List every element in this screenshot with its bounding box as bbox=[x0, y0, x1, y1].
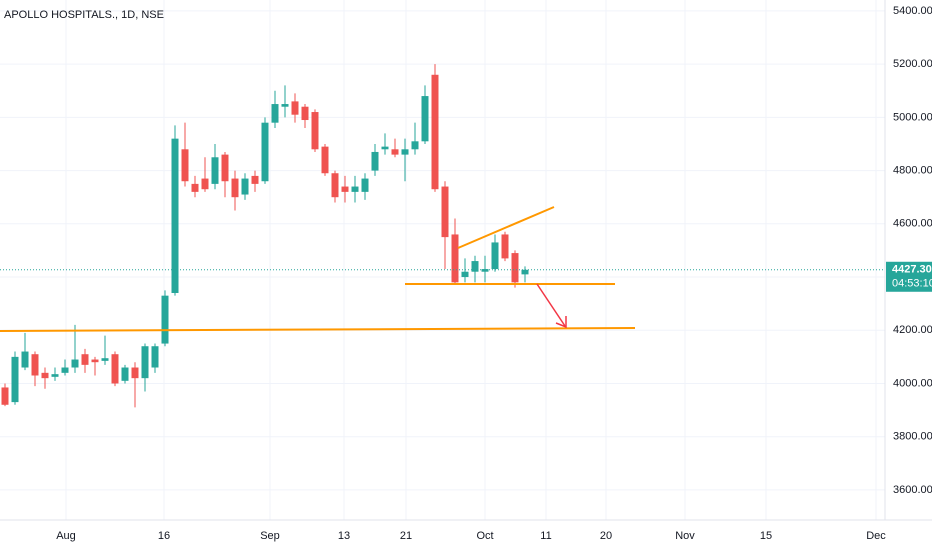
x-tick-label: 16 bbox=[158, 530, 170, 542]
candle-body bbox=[11, 356, 19, 403]
candle-body bbox=[331, 173, 339, 198]
candle-body bbox=[221, 154, 229, 182]
x-tick-label: 11 bbox=[540, 530, 551, 542]
candle-body bbox=[291, 101, 299, 115]
candle-body bbox=[1, 387, 9, 405]
candle-body bbox=[211, 157, 219, 184]
x-tick-label: Oct bbox=[476, 530, 493, 542]
y-tick-label: 3600.00 bbox=[893, 484, 932, 496]
candle-body bbox=[441, 186, 449, 238]
x-tick-label: 15 bbox=[760, 530, 772, 542]
candle-body bbox=[471, 261, 479, 272]
candle-body bbox=[111, 354, 119, 384]
candle-body bbox=[371, 151, 379, 171]
candle-body bbox=[181, 149, 189, 182]
candle-body bbox=[351, 186, 359, 192]
candle-body bbox=[271, 104, 279, 123]
x-tick-label: Nov bbox=[675, 530, 695, 542]
candle-body bbox=[431, 74, 439, 190]
candle-body bbox=[321, 146, 329, 174]
x-tick-label: Dec bbox=[866, 530, 886, 542]
candle-body bbox=[401, 149, 409, 155]
last-price-label: 4427.30 bbox=[892, 264, 932, 276]
candles bbox=[0, 64, 885, 408]
y-tick-label: 4600.00 bbox=[893, 218, 932, 230]
candle-body bbox=[161, 295, 169, 344]
candle-body bbox=[151, 346, 159, 368]
candle-body bbox=[91, 359, 99, 363]
candle-body bbox=[511, 253, 519, 283]
last-price-box bbox=[886, 261, 932, 292]
y-tick-label: 5400.00 bbox=[893, 5, 932, 17]
candle-body bbox=[41, 372, 49, 379]
arrow bbox=[536, 283, 566, 327]
candle-body bbox=[21, 351, 29, 368]
trend-line bbox=[457, 206, 555, 249]
candle-body bbox=[101, 358, 109, 361]
x-tick-label: 20 bbox=[600, 530, 612, 542]
arrow-head bbox=[555, 316, 567, 329]
grid bbox=[0, 0, 885, 520]
y-tick-label: 5000.00 bbox=[893, 111, 932, 123]
candle-body bbox=[231, 178, 239, 198]
labels: 3600.003800.004000.004200.004400.004600.… bbox=[56, 5, 932, 542]
x-tick-label: 21 bbox=[400, 530, 412, 542]
candle-body bbox=[31, 354, 39, 376]
candle-body bbox=[491, 242, 499, 270]
candle-body bbox=[391, 149, 399, 155]
countdown-label: 04:53:10 bbox=[892, 278, 932, 290]
candle-body bbox=[501, 234, 509, 259]
candle-body bbox=[171, 138, 179, 293]
candle-body bbox=[421, 96, 429, 142]
candle-body bbox=[361, 178, 369, 192]
candle-body bbox=[251, 175, 259, 184]
x-tick-label: Aug bbox=[56, 530, 76, 542]
candle-body bbox=[241, 178, 249, 195]
y-tick-label: 4000.00 bbox=[893, 377, 932, 389]
candle-body bbox=[141, 346, 149, 379]
candle-body bbox=[301, 106, 309, 121]
candle-body bbox=[71, 359, 79, 368]
candle-body bbox=[461, 271, 469, 278]
candle-body bbox=[311, 112, 319, 150]
candle-body bbox=[451, 234, 459, 283]
candle-body bbox=[261, 122, 269, 182]
candle-body bbox=[191, 183, 199, 192]
candle-body bbox=[521, 269, 529, 275]
candle-body bbox=[381, 146, 389, 150]
drawings bbox=[0, 206, 636, 332]
chart-title: APOLLO HOSPITALS., 1D, NSE bbox=[4, 9, 164, 21]
candle-body bbox=[51, 374, 59, 377]
candle-body bbox=[411, 141, 419, 150]
candle-body bbox=[341, 186, 349, 192]
y-tick-label: 5200.00 bbox=[893, 58, 932, 70]
x-tick-label: Sep bbox=[260, 530, 280, 542]
candle-body bbox=[481, 269, 489, 272]
y-tick-label: 4800.00 bbox=[893, 164, 932, 176]
candle-body bbox=[81, 354, 89, 365]
y-tick-label: 4200.00 bbox=[893, 324, 932, 336]
candle-body bbox=[131, 367, 139, 379]
candle-body bbox=[201, 178, 209, 190]
support-line bbox=[0, 327, 636, 332]
y-tick-label: 3800.00 bbox=[893, 431, 932, 443]
candle-body bbox=[281, 104, 289, 107]
x-tick-label: 13 bbox=[338, 530, 350, 542]
candle-body bbox=[61, 367, 69, 373]
candle-body bbox=[121, 367, 129, 381]
